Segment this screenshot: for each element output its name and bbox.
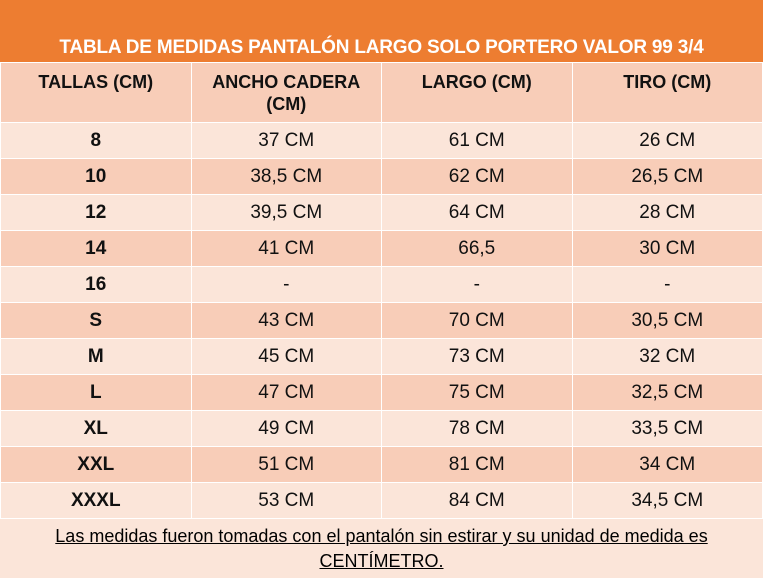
measure-cell: 38,5 CM [190, 158, 382, 195]
measure-cell: 84 CM [381, 482, 573, 519]
measure-cell: 75 CM [381, 374, 573, 411]
table-row: M 45 CM 73 CM 32 CM [0, 338, 763, 375]
table-row: S 43 CM 70 CM 30,5 CM [0, 302, 763, 339]
table-row: 8 37 CM 61 CM 26 CM [0, 122, 763, 159]
size-table: TALLAS (CM) ANCHO CADERA (CM) LARGO (CM) TI… [0, 62, 763, 519]
size-cell: XL [0, 410, 192, 447]
measure-cell: 26 CM [571, 122, 763, 159]
table-row: 16- - - [0, 266, 763, 303]
measure-cell: 73 CM [381, 338, 573, 375]
header-row: TALLAS (CM) ANCHO CADERA (CM) LARGO (CM) TI… [0, 62, 763, 123]
measure-cell: 64 CM [381, 194, 573, 231]
measure-cell: 32 CM [571, 338, 763, 375]
measure-cell: 45 CM [190, 338, 382, 375]
size-cell: L [0, 374, 192, 411]
size-cell: 10 [0, 158, 192, 195]
measure-cell: - [571, 266, 763, 303]
footer: Las medidas fueron tomadas con el pantal… [0, 519, 763, 578]
measure-cell: 39,5 CM [190, 194, 382, 231]
measure-cell: 32,5 CM [571, 374, 763, 411]
measure-cell: 51 CM [190, 446, 382, 483]
size-cell: M [0, 338, 192, 375]
table-row: L 47 CM 75 CM 32,5 CM [0, 374, 763, 411]
size-cell: 14 [0, 230, 192, 267]
table-row: 10 38,5 CM 62 CM 26,5 CM [0, 158, 763, 195]
measure-cell: 49 CM [190, 410, 382, 447]
measure-cell: 37 CM [190, 122, 382, 159]
measure-cell: 53 CM [190, 482, 382, 519]
table-row: 12 39,5 CM 64 CM 28 CM [0, 194, 763, 231]
size-cell: XXXL [0, 482, 192, 519]
measure-cell: 61 CM [381, 122, 573, 159]
measure-cell: 34,5 CM [571, 482, 763, 519]
table-header: TALLAS (CM) ANCHO CADERA (CM) LARGO (CM) TI… [0, 62, 763, 123]
measure-cell: 26,5 CM [571, 158, 763, 195]
size-cell: 16 [0, 266, 192, 303]
size-cell: S [0, 302, 192, 339]
column-header: ANCHO CADERA (CM) [190, 62, 382, 123]
measure-cell: 34 CM [571, 446, 763, 483]
measure-cell: 78 CM [381, 410, 573, 447]
measure-cell: 30,5 CM [571, 302, 763, 339]
title: TABLA DE MEDIDAS PANTALÓN LARGO SOLO POR… [0, 0, 763, 62]
table-row: XXXL 53 CM 84 CM 34,5 CM [0, 482, 763, 519]
measure-cell: 66,5 [381, 230, 573, 267]
table-body: 8 37 CM 61 CM 26 CM 10 38,5 CM 62 CM 26,5 CM 12 3… [0, 122, 763, 519]
measure-cell: 43 CM [190, 302, 382, 339]
measure-cell: 81 CM [381, 446, 573, 483]
column-header: TIRO (CM) [571, 62, 763, 123]
footer-note: Las medidas fueron tomadas con el pantal… [55, 526, 708, 571]
measure-cell: 70 CM [381, 302, 573, 339]
column-header: TALLAS (CM) [0, 62, 192, 123]
measure-cell: 28 CM [571, 194, 763, 231]
measure-cell: 33,5 CM [571, 410, 763, 447]
measure-cell: 30 CM [571, 230, 763, 267]
measure-cell: 41 CM [190, 230, 382, 267]
table-row: 14 41 CM 66,5 30 CM [0, 230, 763, 267]
measure-cell: - [381, 266, 573, 303]
size-cell: XXL [0, 446, 192, 483]
column-header: LARGO (CM) [381, 62, 573, 123]
measure-cell: 47 CM [190, 374, 382, 411]
measure-cell: - [190, 266, 382, 303]
table-row: XL 49 CM 78 CM 33,5 CM [0, 410, 763, 447]
table-row: XXL 51 CM 81 CM 34 CM [0, 446, 763, 483]
measure-cell: 62 CM [381, 158, 573, 195]
size-cell: 12 [0, 194, 192, 231]
size-cell: 8 [0, 122, 192, 159]
